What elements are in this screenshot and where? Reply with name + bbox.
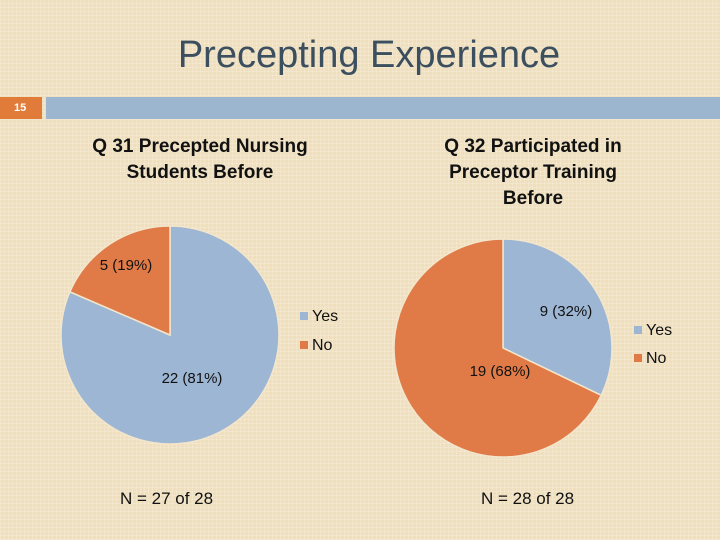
chart-1-legend-swatch-yes — [300, 312, 308, 320]
chart-1-legend-swatch-no — [300, 341, 308, 349]
chart-2-data-label-yes: 9 (32%) — [540, 303, 593, 320]
chart-1-legend-label-no: No — [312, 337, 333, 354]
title-underline-bar — [46, 97, 720, 119]
chart-2-title: Q 32 Participated in Preceptor Training … — [444, 136, 622, 209]
slide-number: 15 — [0, 97, 42, 119]
chart-1-slice-no — [68, 225, 171, 337]
chart-1-data-label-no: 5 (19%) — [100, 257, 153, 274]
chart-2-slice-yes — [502, 238, 613, 397]
chart-2-legend-swatch-no — [634, 354, 642, 362]
chart-2-data-label-no: 19 (68%) — [470, 363, 531, 380]
chart-1-title: Q 31 Precepted Nursing Students Before — [92, 136, 308, 183]
chart-2-legend-swatch-yes — [634, 326, 642, 334]
slide-title: Precepting Experience — [177, 34, 561, 76]
chart-1-data-label-yes: 22 (81%) — [162, 370, 223, 387]
chart-1-sample-size: N = 27 of 28 — [120, 489, 214, 508]
chart-2-legend-label-no: No — [646, 350, 667, 367]
chart-2-sample-size: N = 28 of 28 — [481, 489, 575, 508]
chart-2-legend-label-yes: Yes — [646, 322, 672, 339]
chart-2-slice-no — [393, 238, 603, 458]
chart-1-legend-label-yes: Yes — [312, 308, 338, 325]
